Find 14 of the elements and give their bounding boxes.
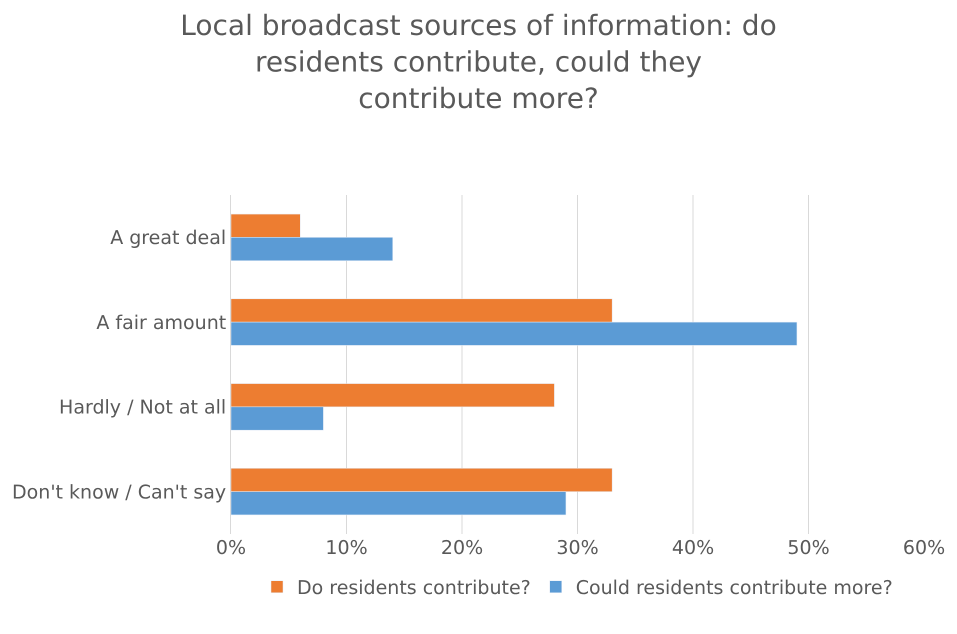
chart-title: Local broadcast sources of information: do residents contribute, could they contribute more? bbox=[180, 9, 777, 115]
x-tick-label: 60% bbox=[902, 537, 946, 559]
y-tick-label: Don't know / Can't say bbox=[12, 481, 226, 504]
x-tick-label: 40% bbox=[672, 537, 714, 559]
y-tick-label: A great deal bbox=[110, 227, 226, 250]
x-tick-label: 30% bbox=[556, 537, 599, 559]
x-tick-label: 20% bbox=[440, 537, 484, 559]
legend-label: Could residents contribute more? bbox=[576, 577, 893, 600]
y-tick-label: Hardly / Not at all bbox=[59, 396, 226, 419]
x-tick-label: 10% bbox=[325, 537, 368, 559]
x-tick-label: 50% bbox=[787, 537, 830, 559]
y-tick-label: A fair amount bbox=[96, 312, 226, 334]
x-tick-label: 0% bbox=[216, 537, 246, 559]
legend-label: Do residents contribute? bbox=[297, 577, 531, 600]
